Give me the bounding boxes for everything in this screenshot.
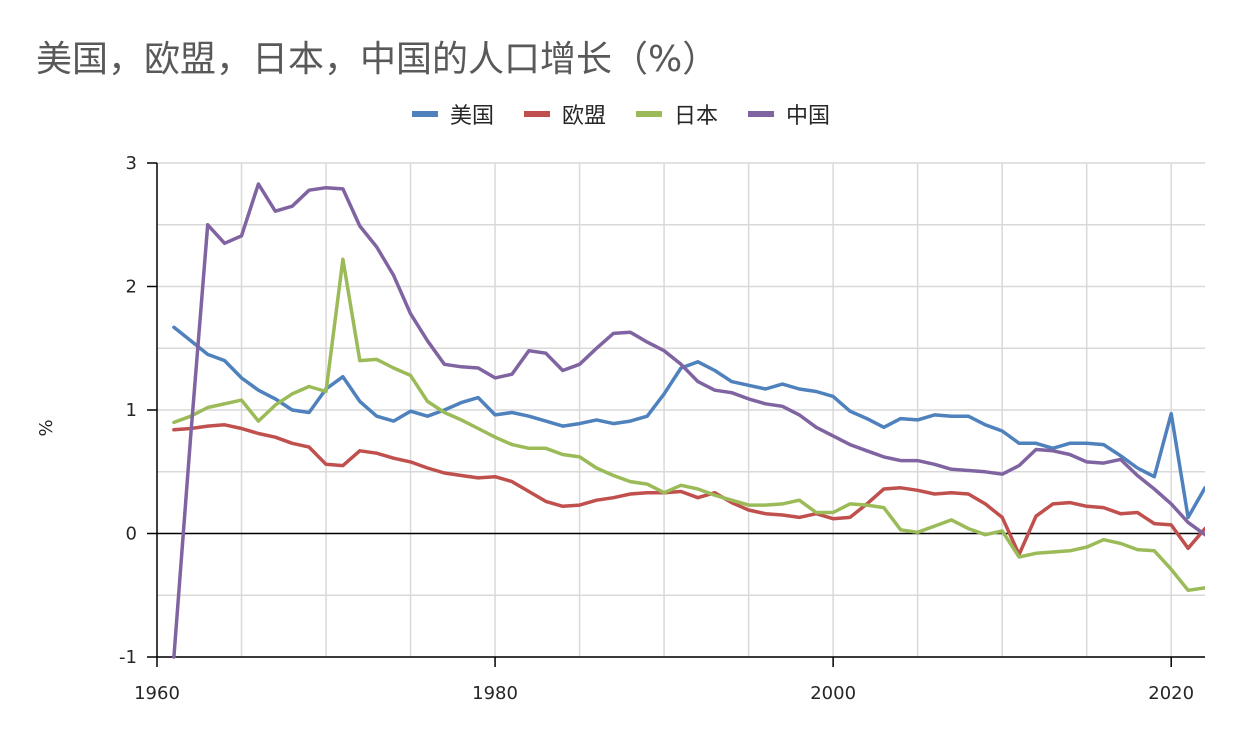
series-line-1	[172, 423, 1205, 557]
legend-swatch	[636, 111, 662, 117]
tick-labels: -1 0 1 2 3 1960 1980 2000 2020	[119, 153, 1194, 704]
x-tick-label: 2000	[810, 683, 856, 704]
legend-swatch	[411, 111, 438, 117]
x-tick-label: 2020	[1148, 683, 1194, 704]
series-line-2	[172, 257, 1205, 593]
legend-label: 欧盟	[561, 104, 606, 129]
y-tick-label: 1	[126, 400, 137, 421]
x-tick-label: 1980	[472, 683, 518, 704]
chart-title: 美国，欧盟，日本，中国的人口增长（%）	[36, 39, 719, 80]
legend-label: 美国	[449, 104, 494, 129]
legend-swatch	[748, 111, 775, 117]
legend-swatch	[523, 111, 550, 117]
legend-item: 欧盟	[523, 98, 606, 130]
y-tick-label: -1	[119, 647, 137, 668]
axes	[147, 162, 1205, 667]
y-tick-label: 2	[126, 277, 137, 298]
grid-lines	[157, 162, 1205, 658]
y-tick-label: 0	[126, 524, 137, 545]
series-line-3	[172, 182, 1205, 659]
legend-item: 中国	[748, 98, 830, 130]
series-layer	[172, 182, 1205, 659]
legend-item: 日本	[636, 98, 718, 130]
legend-item: 美国	[411, 98, 494, 130]
series-line-0	[172, 325, 1205, 520]
legend-label: 日本	[674, 104, 719, 129]
legend: 美国 欧盟 日本 中国	[0, 98, 1242, 130]
legend-label: 中国	[786, 104, 831, 129]
y-tick-label: 3	[126, 153, 137, 174]
y-axis-label: %	[36, 419, 57, 436]
x-tick-label: 1960	[134, 683, 180, 704]
